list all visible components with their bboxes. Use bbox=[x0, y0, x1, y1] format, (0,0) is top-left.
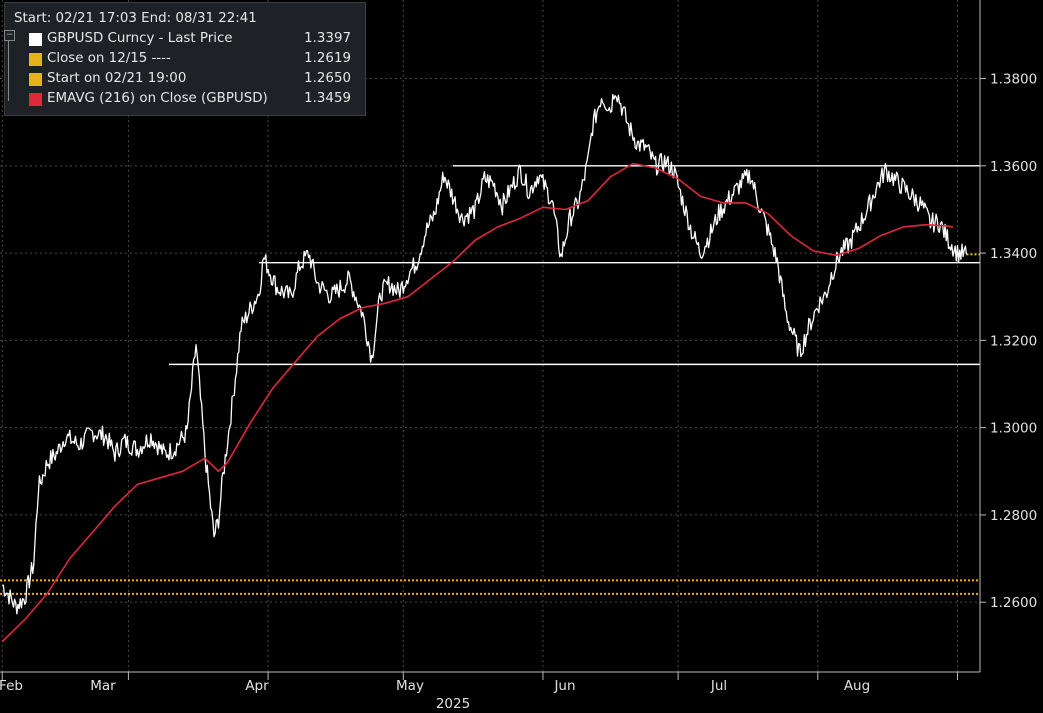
x-axis: Feb Mar Apr May Jun Jul Aug 2025 bbox=[0, 671, 980, 712]
x-tick-label: Jul bbox=[710, 678, 727, 694]
y-tick-label: 1.3600 bbox=[990, 159, 1037, 175]
legend-label: Close on 12/15 ---- bbox=[47, 51, 171, 66]
series-line-last-price bbox=[2, 93, 968, 615]
x-tick-label: Feb bbox=[0, 678, 23, 694]
y-tick-label: 1.2600 bbox=[990, 595, 1037, 611]
legend-item-last-price[interactable]: GBPUSD Curncy - Last Price 1.3397 bbox=[14, 29, 359, 49]
y-tick-label: 1.3800 bbox=[990, 72, 1037, 88]
legend-tree-line bbox=[8, 33, 17, 101]
collapse-icon[interactable]: − bbox=[4, 30, 15, 41]
y-tick-label: 1.3400 bbox=[990, 246, 1037, 262]
legend-label: EMAVG (216) on Close (GBPUSD) bbox=[47, 91, 268, 106]
legend-value: 1.3397 bbox=[304, 31, 351, 46]
legend-label: GBPUSD Curncy - Last Price bbox=[47, 31, 233, 46]
legend-swatch-start bbox=[29, 73, 42, 86]
x-tick-label: Jun bbox=[553, 678, 575, 694]
series-lines bbox=[1, 93, 968, 643]
legend-item-emavg[interactable]: EMAVG (216) on Close (GBPUSD) 1.3459 bbox=[14, 89, 359, 109]
legend-label: Start on 02/21 19:00 bbox=[47, 71, 187, 86]
legend-header: Start: 02/21 17:03 End: 08/31 22:41 bbox=[14, 11, 257, 26]
y-axis: 1.2600 1.2800 1.3000 1.3200 1.3400 1.3600 1.38… bbox=[979, 0, 1037, 672]
x-year-label: 2025 bbox=[436, 696, 470, 712]
legend-swatch-emavg bbox=[29, 93, 42, 106]
x-tick-label: Aug bbox=[844, 678, 870, 694]
y-tick-label: 1.3000 bbox=[990, 421, 1037, 437]
y-tick-label: 1.2800 bbox=[990, 508, 1037, 524]
x-tick-label: May bbox=[396, 678, 424, 694]
series-line-emavg bbox=[1, 162, 954, 643]
legend-value: 1.2650 bbox=[304, 71, 351, 86]
legend-value: 1.2619 bbox=[304, 51, 351, 66]
grid-lines bbox=[0, 0, 980, 672]
legend-box: Start: 02/21 17:03 End: 08/31 22:41 − GB… bbox=[4, 2, 366, 116]
legend-swatch-close bbox=[29, 53, 42, 66]
legend-swatch-last-price bbox=[29, 33, 42, 46]
y-tick-label: 1.3200 bbox=[990, 333, 1037, 349]
x-tick-label: Apr bbox=[245, 678, 269, 694]
legend-item-start[interactable]: Start on 02/21 19:00 1.2650 bbox=[14, 69, 359, 89]
x-tick-label: Mar bbox=[90, 678, 116, 694]
legend-value: 1.3459 bbox=[304, 91, 351, 106]
reference-lines bbox=[0, 165, 980, 595]
legend-item-close[interactable]: Close on 12/15 ---- 1.2619 bbox=[14, 49, 359, 69]
